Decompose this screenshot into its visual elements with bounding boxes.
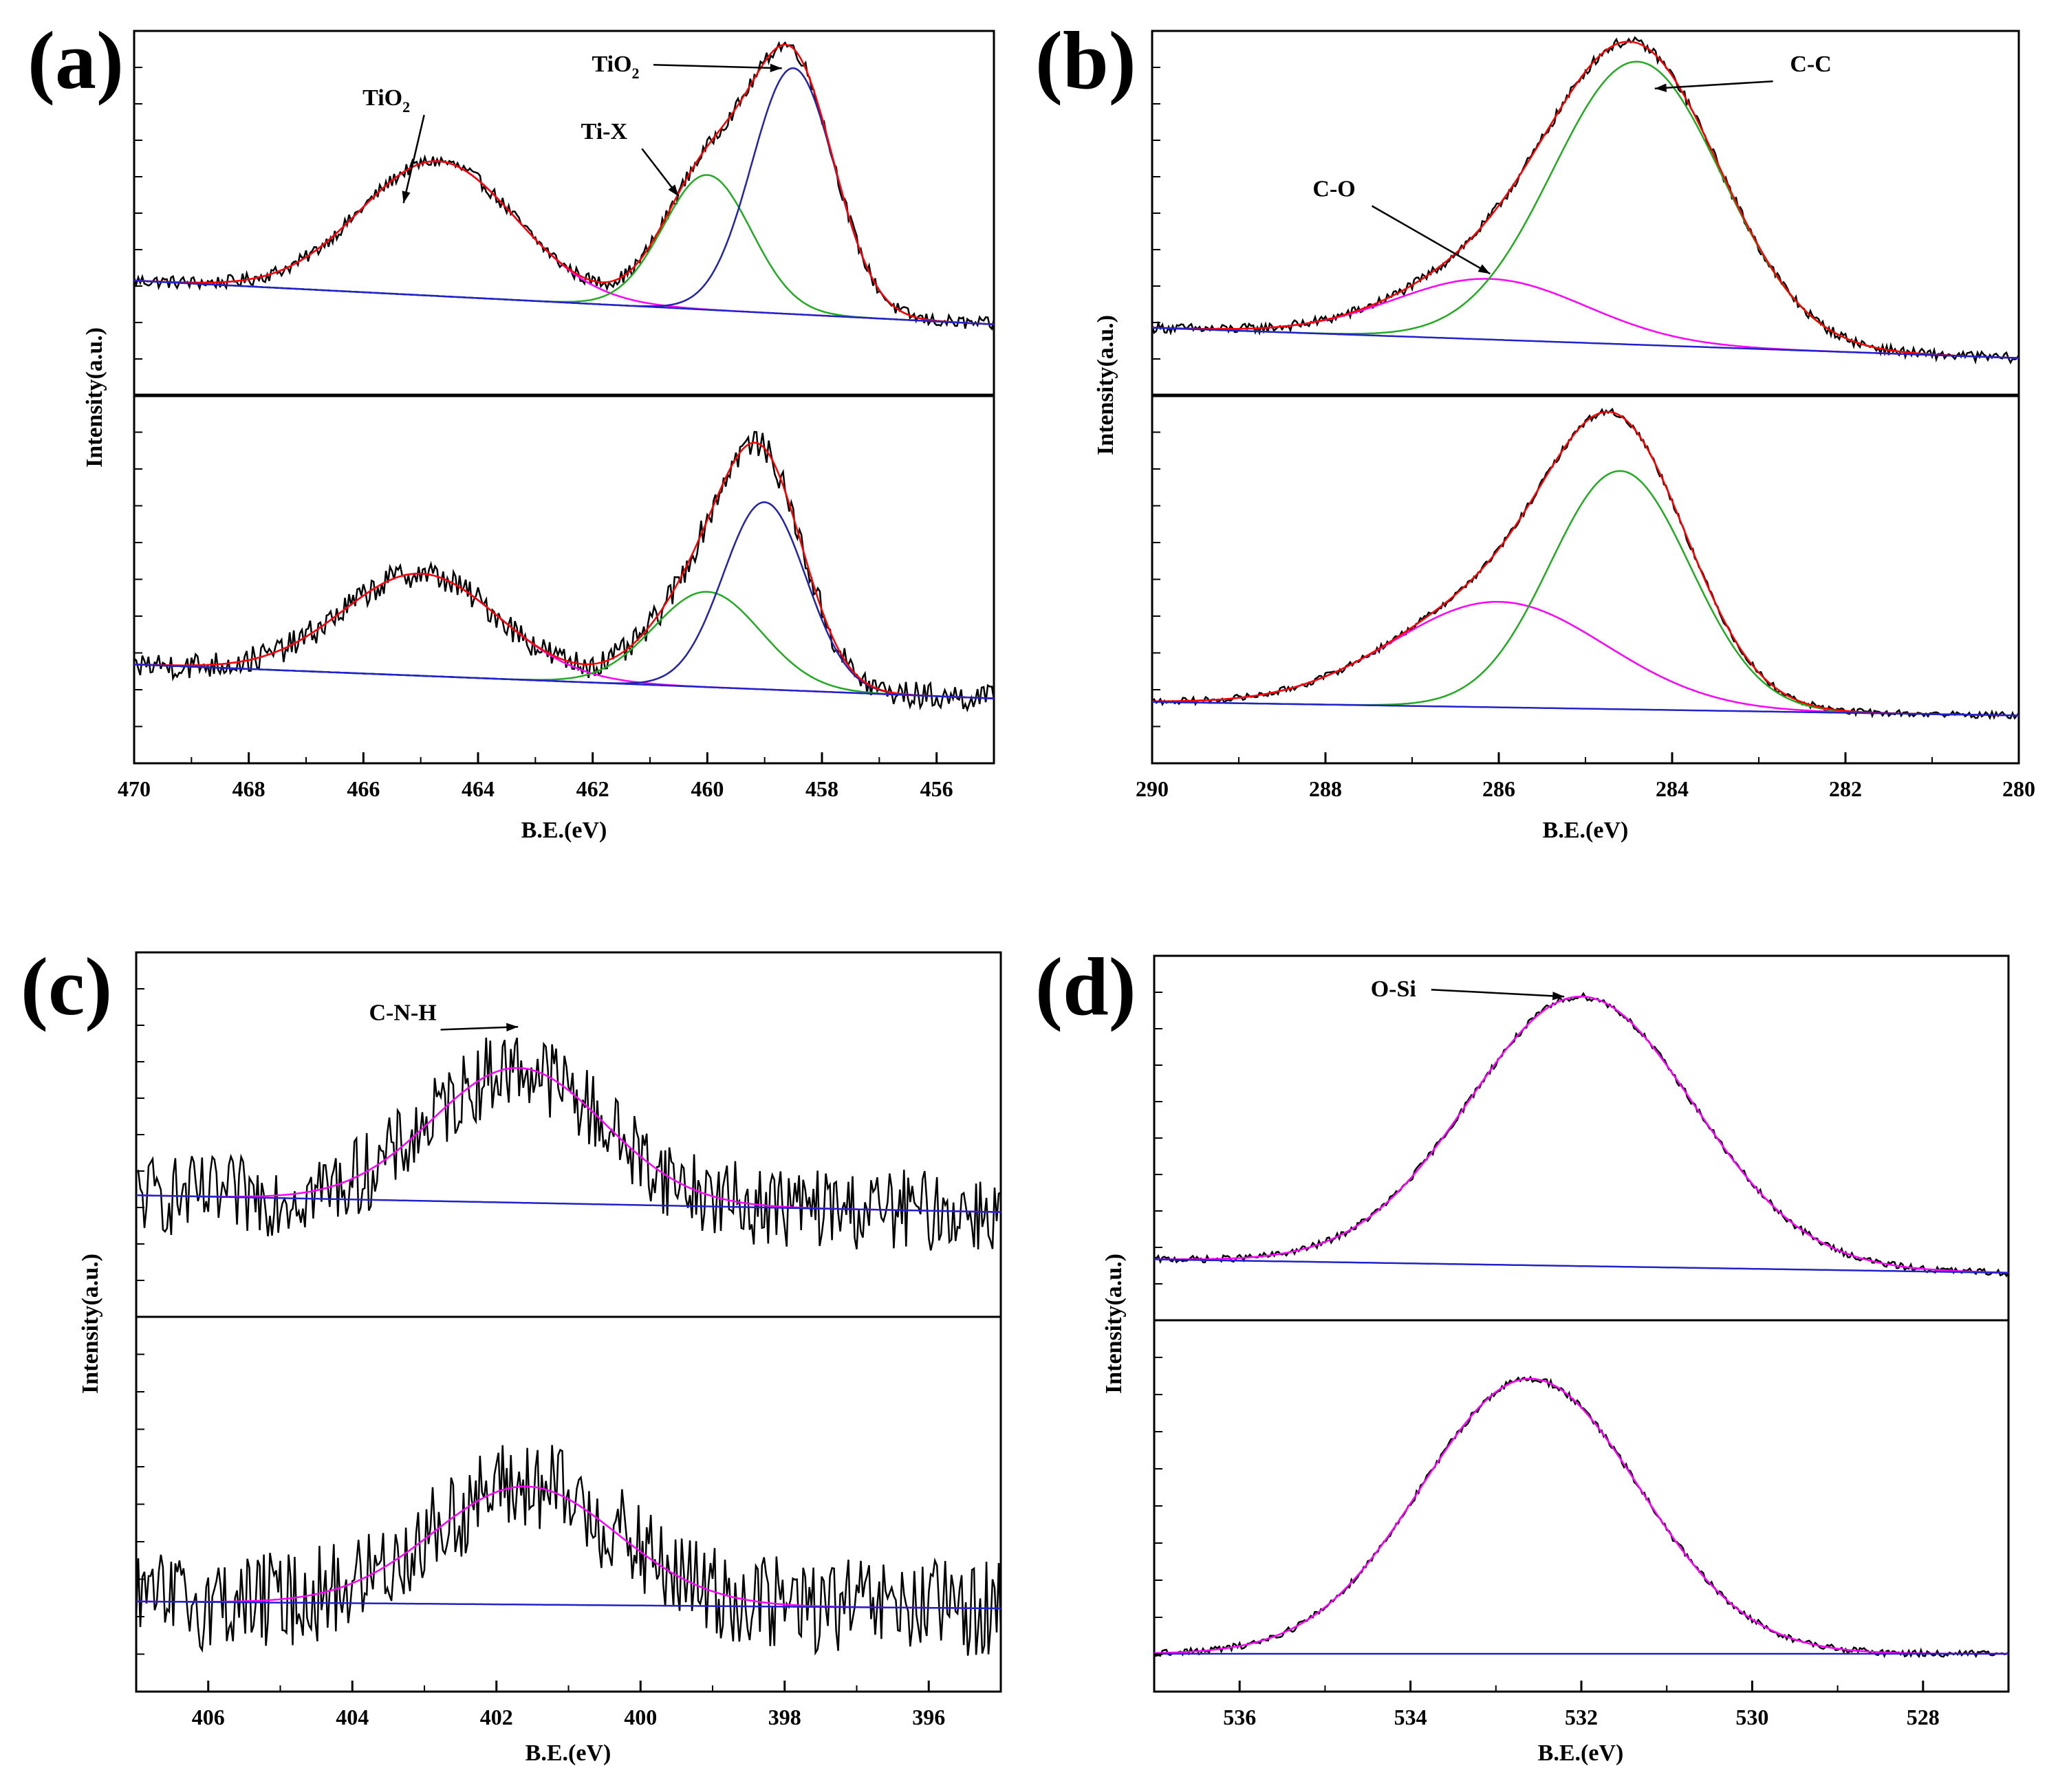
panel-a-label: (a) [28,14,124,106]
panel-a-xtick-label: 466 [347,776,380,801]
panel-c-top-background [136,1194,1001,1213]
panel-d-label: (d) [1035,941,1136,1032]
panel-d-xtick-label: 532 [1565,1705,1598,1729]
panel-b-xlabel: B.E.(eV) [1543,818,1629,843]
panel-c-bottom-background [136,1600,1001,1610]
panel-a-xtick-label: 468 [232,776,266,801]
panel-a-annotation-arrow-2 [653,63,782,69]
panel-c-annotation-0: C-N-H [369,1000,436,1025]
panel-c-label: (c) [21,941,112,1032]
panel-a-xtick-label: 470 [118,776,151,801]
panel-c-annotation-arrowhead-0 [506,1023,519,1031]
panel-c-xtick-label: 402 [480,1705,513,1729]
panel-b-xtick-label: 286 [1482,776,1515,801]
panel-a-xtick-label: 456 [920,776,953,801]
panel-d-annotation-arrowhead-0 [1552,992,1565,1001]
panel-c-xtick-label: 396 [912,1705,945,1729]
panel-d-annotation-0: O-Si [1371,976,1416,1002]
panel-c-top-raw-data [136,1037,1001,1251]
panel-b-annotation-arrow-0 [1654,80,1773,89]
panel-d-top-background [1154,1258,2008,1274]
panel-b: (b) C-C C-O 290 288 286 284 282 280 Intensity(… [1035,14,2035,843]
panel-b-xtick-label: 284 [1656,776,1689,801]
panel-b-xtick-label: 290 [1136,776,1169,801]
panel-a-annotation-1: Ti-X [581,119,628,144]
panel-c-bottom-raw-data [135,1445,1002,1656]
panel-d-xlabel: B.E.(eV) [1538,1740,1624,1766]
panel-a-annotation-2: TiO2 [592,52,640,82]
panel-d-xtick-label: 530 [1735,1705,1768,1729]
panel-a-annotation-arrowhead-2 [770,63,782,73]
panel-a-bottom-envelope [133,441,995,699]
panel-d-bottom-peak-0 [1153,1377,2008,1655]
panel-a-bottom-background [133,664,995,700]
panel-a-annotation-arrow-0 [402,114,425,204]
panel-b-top-envelope [1151,41,2019,359]
panel-d: (d) O-Si 536 534 532 530 528 Intensity(a.u.)… [1035,941,2010,1766]
panel-b-xtick-label: 288 [1309,776,1342,801]
panel-b-top-background [1151,327,2019,359]
panel-a-top-raw-data [133,41,995,331]
panel-a-annotation-arrowhead-1 [668,184,679,197]
panel-b-annotation-1: C-O [1312,177,1355,202]
panel-c-xlabel: B.E.(eV) [526,1740,611,1766]
panel-b-label: (b) [1035,14,1136,106]
panel-a-ylabel: Intensity(a.u.) [82,327,107,468]
panel-a-top-background [133,279,995,325]
panel-c-xtick-label: 398 [768,1705,801,1729]
panel-b-annotation-0: C-C [1790,52,1831,77]
panel-b-bottom-background [1152,701,2019,717]
panel-d-annotation-arrow-0 [1431,988,1565,998]
panel-c: (c) C-N-H 406 404 402 400 398 396 Intensity(a… [21,941,1002,1766]
panel-b-annotation-arrowhead-0 [1654,83,1667,92]
panel-b-annotation-arrow-1 [1371,205,1491,275]
panel-a-xtick-label: 464 [462,776,495,801]
panel-d-xtick-label: 536 [1223,1705,1256,1729]
panel-b-annotation-arrowhead-1 [1477,264,1491,274]
panel-c-xtick-label: 404 [336,1705,369,1729]
panel-b-xtick-label: 280 [2002,776,2035,801]
panel-a-xtick-label: 458 [805,776,838,801]
panel-a-xtick-label: 460 [691,776,724,801]
panel-a-xtick-label: 462 [576,776,609,801]
panel-d-ylabel: Intensity(a.u.) [1101,1254,1127,1394]
panel-d-xtick-label: 528 [1907,1705,1940,1729]
panel-a-xlabel: B.E.(eV) [521,818,607,843]
panel-a-bottom-raw-data [133,430,995,713]
panel-c-xtick-label: 406 [192,1705,225,1729]
panel-a-top-envelope [133,43,995,325]
panel-a-annotation-0: TiO2 [362,85,410,116]
panel-b-ylabel: Intensity(a.u.) [1093,315,1118,455]
panel-c-xtick-label: 400 [624,1705,657,1729]
panel-d-top-peak-0 [1154,995,2009,1274]
panel-c-ylabel: Intensity(a.u.) [78,1254,103,1394]
panel-c-annotation-arrow-0 [440,1025,519,1031]
panel-d-xtick-label: 534 [1394,1705,1427,1729]
panel-b-xtick-label: 282 [1829,776,1862,801]
panel-a-annotation-arrowhead-0 [402,190,411,204]
panel-a: (a) TiO2 Ti-X TiO2 470 468 466 464 462 460 458 45… [28,14,995,843]
